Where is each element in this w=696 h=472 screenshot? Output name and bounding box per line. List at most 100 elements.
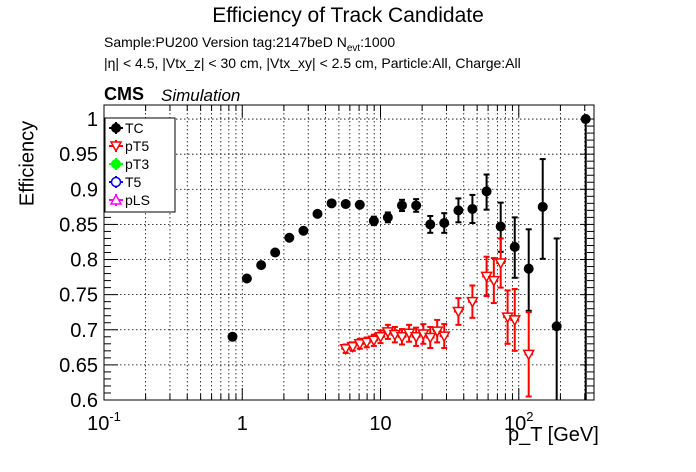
subtitle-sample: Sample:PU200 Version tag:2147beD Nevt:10… (104, 34, 395, 54)
data-point-tc (523, 228, 534, 312)
marker-pt5 (353, 339, 367, 351)
data-point-tc (227, 331, 238, 342)
simulation-label: Simulation (161, 86, 241, 105)
data-point-pt5 (339, 343, 352, 356)
marker-pt5 (487, 275, 501, 288)
data-point-tc (425, 214, 436, 234)
marker-tc (467, 203, 478, 214)
data-point-pt5 (487, 257, 501, 305)
data-point-tc (256, 260, 267, 271)
marker-pt5 (395, 332, 409, 344)
marker-pt5 (346, 341, 360, 354)
legend-label: pLS (125, 192, 150, 208)
data-point-tc (551, 237, 562, 400)
legend-marker (111, 159, 121, 169)
marker-tc (340, 199, 351, 210)
legend-label: TC (125, 120, 144, 136)
subtitle-cuts: |η| < 4.5, |Vtx_z| < 30 cm, |Vtx_xy| < 2… (104, 55, 521, 71)
y-tick-label: 0.95 (59, 144, 98, 166)
marker-pt5 (409, 332, 423, 344)
chart-title: Efficiency of Track Candidate (212, 4, 484, 27)
data-point-tc (481, 173, 492, 211)
data-point-tc (439, 212, 450, 234)
marker-tc (284, 232, 295, 243)
y-tick-label: 0.75 (59, 285, 98, 307)
cms-label: CMS (104, 84, 144, 104)
marker-pt5 (508, 315, 522, 327)
y-tick-label: 0.65 (59, 355, 98, 377)
data-point-pt5 (494, 237, 507, 289)
data-series (227, 114, 591, 400)
data-point-pt5 (452, 297, 465, 326)
data-point-tc (453, 197, 464, 224)
data-point-pt5 (480, 255, 493, 298)
subtitle-nevt-value: :1000 (360, 34, 396, 50)
marker-tc (425, 219, 436, 230)
plot-frame (103, 104, 595, 401)
marker-pt5 (339, 343, 352, 356)
data-point-pt5 (402, 323, 416, 343)
marker-tc (439, 218, 450, 228)
data-point-tc (509, 216, 520, 279)
y-tick-label: 0.8 (70, 250, 98, 272)
marker-tc (270, 247, 281, 258)
legend: TC pT5 pT3 T5 pLS (104, 117, 176, 213)
marker-tc (453, 205, 464, 216)
marker-pt5 (360, 337, 374, 349)
marker-tc (227, 331, 238, 342)
data-point-tc (537, 158, 548, 260)
marker-tc (411, 200, 422, 211)
data-point-tc (411, 198, 422, 213)
legend-label: pT3 (125, 156, 149, 172)
marker-pt5 (367, 335, 381, 347)
marker-tc (551, 321, 562, 332)
x-tick-label: 10 (369, 413, 391, 435)
marker-tc (495, 221, 506, 232)
data-point-tc (467, 193, 478, 224)
data-point-tc (270, 247, 281, 258)
data-point-pt5 (430, 318, 444, 344)
data-point-tc (312, 208, 323, 219)
data-point-tc (298, 225, 309, 236)
marker-tc (481, 186, 492, 197)
data-point-pt5 (360, 336, 374, 349)
data-point-pt5 (395, 328, 409, 346)
data-point-pt5 (346, 341, 360, 354)
legend-entry-pls: pLS (109, 192, 150, 208)
marker-tc (396, 200, 407, 211)
marker-pt5 (452, 306, 465, 319)
marker-pt5 (374, 332, 387, 344)
data-point-pt5 (367, 333, 381, 347)
grid-lines (103, 105, 594, 401)
marker-tc (326, 198, 337, 209)
y-tick-label: 1 (87, 109, 98, 131)
marker-pt5 (437, 331, 451, 343)
data-point-tc (368, 215, 379, 227)
marker-pt5 (423, 332, 437, 345)
data-point-pt5 (437, 323, 451, 350)
y-tick-label: 0.6 (70, 390, 98, 412)
marker-tc (523, 263, 534, 274)
legend-marker (109, 141, 123, 153)
marker-tc (298, 225, 309, 236)
legend-entry-tc: TC (109, 120, 144, 136)
data-point-pt5 (353, 337, 367, 351)
x-axis-label: p_T [GeV] (508, 424, 599, 446)
subtitle-nevt-subscript: evt (346, 42, 361, 54)
marker-tc (509, 241, 520, 252)
marker-pt5 (466, 296, 479, 309)
series-pt5 (339, 237, 535, 398)
legend-entry-pt5: pT5 (109, 138, 149, 154)
data-point-tc (396, 198, 407, 213)
data-point-pt5 (374, 329, 387, 345)
data-point-pt5 (409, 326, 423, 347)
x-tick-label: 1 (237, 413, 248, 435)
marker-tc (241, 273, 252, 284)
y-tick-label: 0.9 (70, 179, 98, 201)
marker-tc (354, 199, 365, 210)
legend-marker (110, 176, 122, 188)
y-axis-label: Efficiency (16, 120, 39, 207)
legend-label: T5 (125, 174, 142, 190)
data-point-tc (382, 211, 393, 224)
y-tick-label: 0.85 (59, 214, 98, 236)
